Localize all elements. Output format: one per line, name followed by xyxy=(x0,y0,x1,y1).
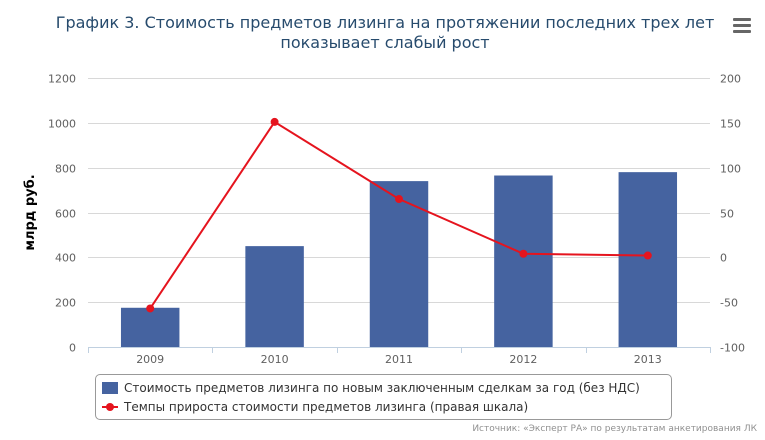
chart-title: График 3. Стоимость предметов лизинга на… xyxy=(55,13,715,52)
y-axis-right-tick-label: 50 xyxy=(720,208,734,221)
legend-bar-swatch xyxy=(102,382,118,394)
x-axis-tick-label: 2013 xyxy=(634,353,662,366)
y-axis-title: млрд руб. xyxy=(23,174,38,250)
y-axis-left-tick-label: 800 xyxy=(55,163,76,176)
line-point xyxy=(643,251,652,260)
y-axis-right-tick-label: -50 xyxy=(720,297,738,310)
x-axis-tick-label: 2012 xyxy=(509,353,537,366)
x-axis-tick-label: 2011 xyxy=(385,353,413,366)
bar xyxy=(618,172,678,347)
y-axis-left-tick-label: 200 xyxy=(55,297,76,310)
line-point xyxy=(395,195,403,204)
y-axis-left-tick-label: 0 xyxy=(69,342,76,355)
legend-item-line-series[interactable]: Темпы прироста стоимости предметов лизин… xyxy=(102,398,528,416)
legend: Стоимость предметов лизинга по новым зак… xyxy=(95,374,672,420)
line-point xyxy=(146,304,155,313)
x-axis-tick-label: 2009 xyxy=(136,353,164,366)
y-axis-left-tick-label: 1000 xyxy=(48,118,76,131)
y-axis-right-tick-label: 200 xyxy=(720,73,741,86)
legend-item-bar-series[interactable]: Стоимость предметов лизинга по новым зак… xyxy=(102,379,640,397)
y-axis-right-tick-label: 150 xyxy=(720,118,741,131)
legend-label-line-series: Темпы прироста стоимости предметов лизин… xyxy=(124,400,529,414)
y-axis-right-tick-label: 100 xyxy=(720,163,741,176)
legend-label-bar-series: Стоимость предметов лизинга по новым зак… xyxy=(124,381,640,395)
y-axis-right-tick-label: 0 xyxy=(720,252,727,265)
bar xyxy=(369,181,429,347)
y-axis-right-tick-label: -100 xyxy=(720,342,745,355)
line-point xyxy=(519,249,528,258)
bar xyxy=(245,246,304,347)
legend-line-swatch xyxy=(102,401,118,413)
y-axis-left-tick-label: 400 xyxy=(55,252,76,265)
hamburger-menu-icon[interactable] xyxy=(731,16,753,34)
y-axis-left-tick-label: 1200 xyxy=(48,73,76,86)
source-note: Источник: «Эксперт РА» по результатам ан… xyxy=(472,424,757,434)
line-series xyxy=(146,117,652,313)
y-axis-left-tick-label: 600 xyxy=(55,208,76,221)
bar xyxy=(494,175,553,347)
axes: 0 200 400 600 800 1000 1200 -100 -50 0 50 100 150 200… xyxy=(23,73,745,367)
line-point xyxy=(270,117,279,126)
bar-series xyxy=(120,172,678,347)
x-axis-tick-label: 2010 xyxy=(261,353,289,366)
bar xyxy=(120,307,180,347)
